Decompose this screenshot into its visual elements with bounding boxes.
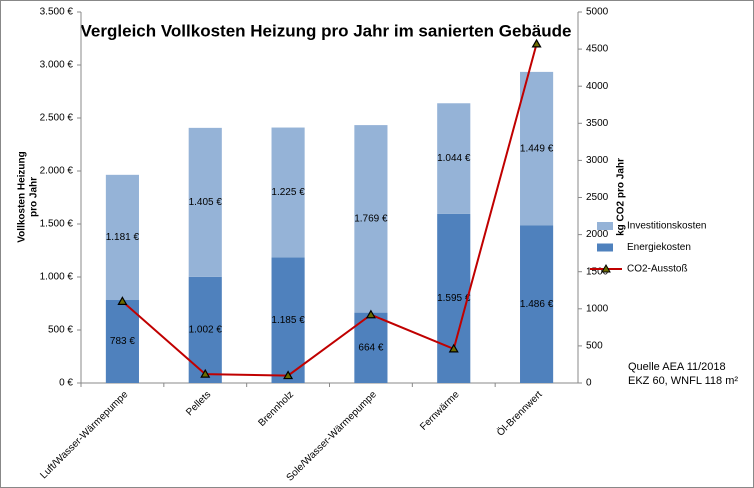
- data-label: 1.769 €: [354, 213, 388, 224]
- y2-tick-label: 5000: [586, 7, 609, 18]
- chart-title: Vergleich Vollkosten Heizung pro Jahr im…: [81, 21, 572, 40]
- bar: [354, 312, 388, 383]
- y2-tick-label: 1500: [586, 266, 609, 277]
- legend-marker: [601, 263, 611, 273]
- y-tick-label: 1.500 €: [40, 219, 74, 230]
- y2-axis-label: kg CO2 pro Jahr: [616, 158, 627, 236]
- marker: [200, 368, 211, 378]
- bar: [271, 127, 305, 258]
- marker: [117, 296, 128, 305]
- bar: [437, 103, 471, 214]
- data-label: 1.486 €: [520, 299, 554, 310]
- marker: [531, 38, 542, 48]
- y-tick-label: 2.000 €: [40, 166, 74, 177]
- data-label: 664 €: [358, 342, 383, 353]
- y2-tick-label: 3000: [586, 155, 609, 166]
- y2-tick-label: 3500: [586, 118, 609, 129]
- data-label: 1.185 €: [271, 315, 305, 326]
- data-label: 1.044 €: [437, 153, 471, 164]
- data-label: 1.002 €: [189, 325, 223, 336]
- y-tick-label: 1.000 €: [40, 272, 74, 283]
- bar: [520, 225, 554, 383]
- legend-label: Investitionskosten: [627, 221, 707, 232]
- bar: [105, 300, 139, 383]
- data-label: 1.181 €: [106, 232, 140, 243]
- y2-tick-label: 2000: [586, 229, 609, 240]
- bar: [354, 125, 388, 313]
- marker: [365, 309, 376, 319]
- legend-label: CO2-Ausstoß: [627, 264, 688, 275]
- bar: [271, 257, 305, 383]
- legend-label: Energiekosten: [627, 242, 691, 253]
- marker: [283, 370, 294, 380]
- data-label: 1.595 €: [437, 293, 471, 304]
- annotation: EKZ 60, WNFL 118 m²: [628, 375, 738, 387]
- legend-swatch: [597, 222, 613, 230]
- y2-tick-label: 0: [586, 378, 592, 389]
- y-tick-label: 500 €: [48, 325, 73, 336]
- y2-tick-label: 4500: [586, 44, 609, 55]
- legend-swatch: [597, 243, 613, 252]
- bar: [520, 71, 554, 226]
- y2-tick-label: 2500: [586, 192, 609, 203]
- y-axis-label: Vollkosten Heizung: [17, 151, 28, 243]
- annotation: Quelle AEA 11/2018: [628, 361, 726, 373]
- y-tick-label: 2.500 €: [40, 113, 74, 124]
- marker: [448, 343, 459, 353]
- y-tick-label: 3.500 €: [40, 7, 74, 18]
- data-label: 783 €: [110, 336, 135, 347]
- y2-tick-label: 1000: [586, 303, 609, 314]
- bar: [105, 174, 139, 301]
- y-axis-label: pro Jahr: [29, 177, 40, 217]
- line: [121, 43, 538, 377]
- bar: [437, 213, 471, 383]
- data-label: 1.405 €: [189, 197, 223, 208]
- y-tick-label: 3.000 €: [40, 60, 74, 71]
- y2-tick-label: 500: [586, 341, 603, 352]
- data-label: 1.449 €: [520, 143, 554, 154]
- y-tick-label: 0 €: [59, 378, 73, 389]
- data-label: 1.225 €: [271, 187, 305, 198]
- y2-tick-label: 4000: [586, 81, 609, 92]
- bar: [188, 127, 222, 277]
